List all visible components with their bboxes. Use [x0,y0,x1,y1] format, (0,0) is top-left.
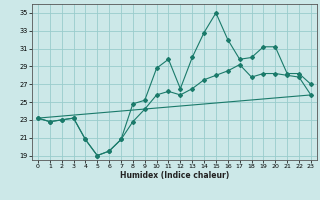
X-axis label: Humidex (Indice chaleur): Humidex (Indice chaleur) [120,171,229,180]
